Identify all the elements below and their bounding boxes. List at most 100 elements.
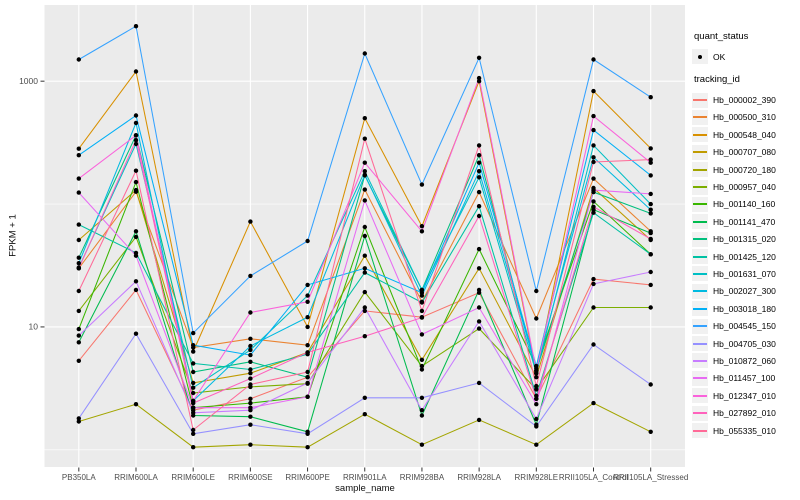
data-point xyxy=(419,182,425,187)
data-point xyxy=(648,211,653,216)
data-point xyxy=(534,383,539,389)
data-point xyxy=(476,153,482,158)
data-point xyxy=(419,442,425,447)
legend-key-line xyxy=(692,266,708,282)
legend-label: Hb_000707_080 xyxy=(713,147,776,158)
data-point xyxy=(648,157,653,162)
legend-key-line xyxy=(692,318,708,334)
data-point xyxy=(534,396,539,401)
legend-key-line xyxy=(692,283,708,299)
data-point xyxy=(648,230,653,236)
data-point xyxy=(534,375,539,380)
data-point xyxy=(591,276,596,282)
legend-key-line xyxy=(692,92,708,108)
data-point xyxy=(133,113,139,118)
data-point xyxy=(362,289,367,295)
data-point xyxy=(362,308,367,314)
x-tick-label: RRIM600LA xyxy=(114,473,158,482)
legend-series-keys: Hb_000002_390 Hb_000500_310 Hb_000548_040 H… xyxy=(692,91,798,439)
data-point xyxy=(591,176,596,181)
data-point xyxy=(362,172,367,177)
data-point xyxy=(591,400,596,406)
data-point xyxy=(476,204,482,209)
legend-key-line xyxy=(692,370,708,386)
line-swatch-icon xyxy=(693,255,707,258)
legend-label: Hb_000002_390 xyxy=(713,95,776,106)
legend-key-line xyxy=(692,109,708,125)
data-point xyxy=(133,69,139,74)
x-tick-label: RRII105LA_Control xyxy=(559,473,629,482)
line-swatch-icon xyxy=(693,116,707,119)
legend-label: Hb_002027_300 xyxy=(713,286,776,297)
line-swatch-icon xyxy=(693,133,707,136)
data-point xyxy=(191,361,196,366)
data-point xyxy=(248,273,253,279)
data-point xyxy=(362,160,367,165)
data-point xyxy=(133,168,139,173)
legend-label: Hb_001425_120 xyxy=(713,251,776,262)
data-point xyxy=(648,160,653,165)
legend-label: Hb_027892_010 xyxy=(713,408,776,419)
legend: quant_status OK tracking_id Hb_000002_39… xyxy=(692,30,798,439)
data-point xyxy=(362,116,367,121)
legend-key-line xyxy=(692,353,708,369)
legend-key-line xyxy=(692,144,708,160)
legend-key-line xyxy=(692,162,708,178)
data-point xyxy=(591,305,596,310)
data-point xyxy=(191,380,196,386)
data-point xyxy=(591,155,596,160)
legend-item-series: Hb_001140_160 xyxy=(692,196,798,213)
line-swatch-icon xyxy=(693,151,707,154)
data-point xyxy=(476,55,482,60)
x-tick-label: RRIM901LA xyxy=(343,473,387,482)
legend-item-series: Hb_055335_010 xyxy=(692,422,798,439)
data-point xyxy=(591,127,596,133)
data-point xyxy=(76,146,82,151)
legend-item-quant: OK xyxy=(692,48,798,65)
data-point xyxy=(76,261,82,266)
data-point xyxy=(248,400,253,406)
data-point xyxy=(76,190,82,195)
data-point xyxy=(248,405,253,410)
data-point xyxy=(191,390,196,396)
line-swatch-icon xyxy=(693,220,707,223)
data-point xyxy=(76,153,82,158)
data-point xyxy=(191,369,196,375)
legend-item-series: Hb_012347_010 xyxy=(692,387,798,404)
data-point xyxy=(591,88,596,94)
data-point xyxy=(133,138,139,143)
legend-item-series: Hb_001141_470 xyxy=(692,213,798,230)
x-tick-label: RRIM600PE xyxy=(285,473,329,482)
legend-key-line xyxy=(692,196,708,212)
legend-item-series: Hb_001315_020 xyxy=(692,231,798,248)
legend-item-series: Hb_010872_060 xyxy=(692,352,798,369)
data-point xyxy=(248,382,253,387)
data-point xyxy=(191,410,196,415)
data-point xyxy=(591,199,596,204)
x-axis-title: sample_name xyxy=(335,483,395,494)
data-point xyxy=(191,445,196,450)
data-point xyxy=(248,396,253,401)
data-point xyxy=(476,305,482,310)
legend-item-series: Hb_000957_040 xyxy=(692,178,798,195)
data-point xyxy=(534,442,539,447)
x-tick-label: RRII105LA_Stressed xyxy=(613,473,688,482)
data-point xyxy=(476,417,482,423)
line-swatch-icon xyxy=(693,203,707,206)
data-point xyxy=(362,224,367,230)
data-point xyxy=(76,340,82,345)
data-point xyxy=(248,367,253,372)
data-point xyxy=(591,159,596,165)
data-point xyxy=(248,343,253,349)
legend-label: OK xyxy=(713,51,726,62)
data-point xyxy=(362,136,367,141)
data-point xyxy=(76,358,82,363)
legend-key-line xyxy=(692,301,708,317)
data-point xyxy=(362,253,367,258)
legend-label: Hb_011457_100 xyxy=(713,373,776,384)
data-point xyxy=(133,402,139,407)
data-point xyxy=(76,326,82,332)
legend-key-line xyxy=(692,179,708,195)
legend-item-series: Hb_000707_080 xyxy=(692,144,798,161)
data-point xyxy=(648,382,653,387)
